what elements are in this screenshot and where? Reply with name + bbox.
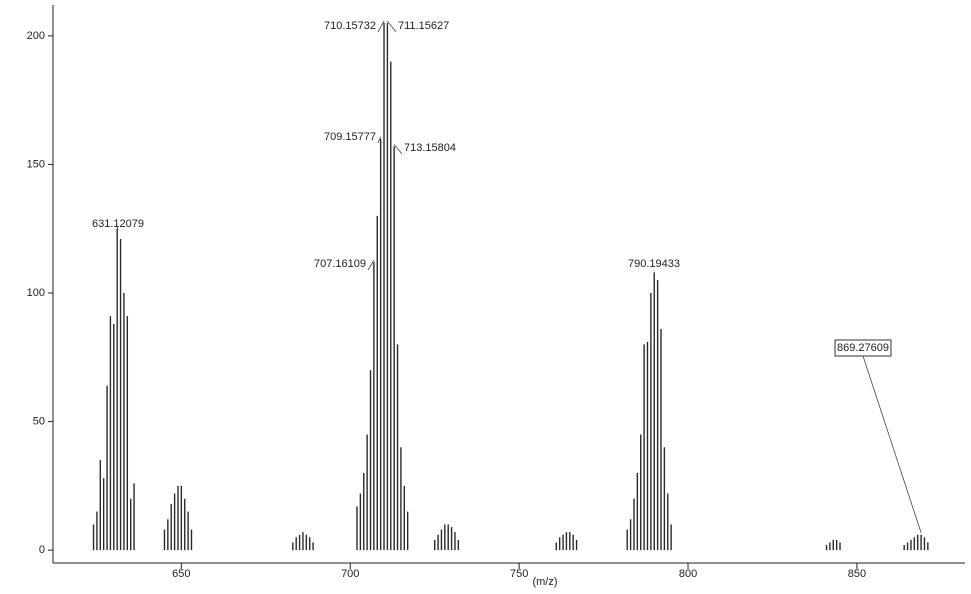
label-leader [377, 20, 385, 33]
label-leader [393, 144, 403, 155]
y-tick-label: 100 [27, 287, 45, 299]
x-tick-label: 800 [679, 568, 697, 580]
peak-label: 869.27609 [837, 342, 889, 354]
x-tick-label: 650 [172, 568, 190, 580]
y-tick-label: 0 [39, 544, 45, 556]
x-tick-label: 850 [848, 568, 866, 580]
x-tick-label: 700 [341, 568, 359, 580]
y-tick-label: 50 [33, 415, 45, 427]
x-axis-label: (m/z) [532, 576, 557, 588]
peak-label: 631.12079 [92, 218, 144, 230]
label-leader [377, 136, 382, 144]
label-leader [116, 226, 119, 231]
peak-label: 707.16109 [314, 258, 366, 270]
label-leader [862, 355, 922, 533]
peak-label: 710.15732 [324, 20, 376, 32]
peak-label: 711.15627 [398, 20, 449, 32]
peak-label: 790.19433 [628, 258, 680, 270]
peak-label: 713.15804 [404, 142, 456, 154]
y-tick-label: 200 [27, 30, 45, 42]
label-leader [387, 20, 397, 33]
label-leader [367, 259, 375, 271]
peak-label: 709.15777 [324, 131, 376, 143]
x-tick-label: 750 [510, 568, 528, 580]
y-tick-label: 150 [27, 158, 45, 170]
